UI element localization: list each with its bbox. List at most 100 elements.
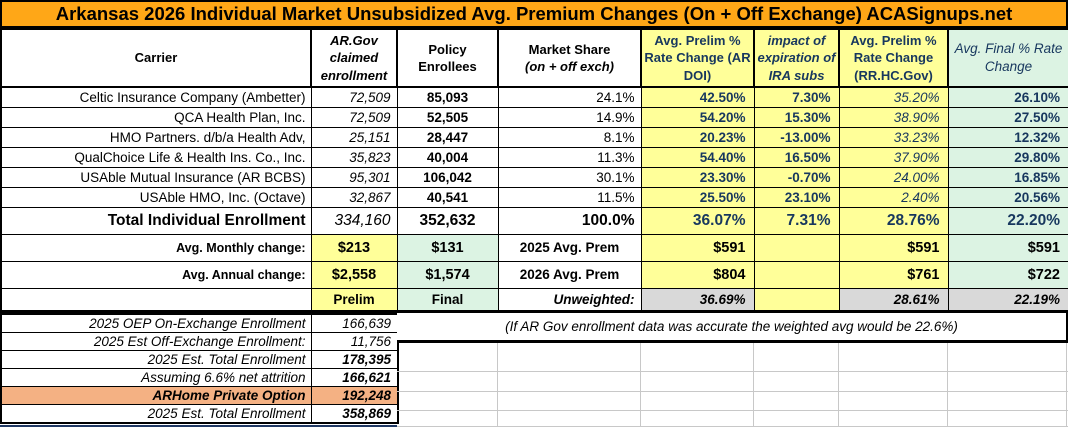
col-header-carrier: Carrier (0, 28, 312, 88)
carrier-row: Celtic Insurance Company (Ambetter) 72,5… (0, 86, 1068, 108)
col-header-ira-impact: impact of expiration of IRA subs (753, 28, 840, 88)
col-header-final-rate-change: Avg. Final % Rate Change (947, 28, 1068, 88)
carrier-row: QualChoice Life & Health Ins. Co., Inc. … (0, 146, 1068, 168)
gridline (397, 409, 1068, 411)
avg-prem-2025-label: 2025 Avg. Prem (497, 233, 642, 262)
monthly-change-label: Avg. Monthly change: (0, 233, 312, 262)
monthly-change-final: $131 (396, 233, 499, 262)
prelim-column-tag: Prelim (310, 287, 398, 313)
col-header-prelim-ardoi: Avg. Prelim % Rate Change (AR DOI) (640, 28, 755, 88)
avg-prem-2025-ardoi: $591 (640, 233, 755, 262)
bottom-section: 2025 OEP On-Exchange Enrollment 166,639 … (0, 312, 1068, 427)
carrier-name: HMO Partners. d/b/a Health Adv, (0, 126, 312, 148)
unweighted-label: Unweighted: (497, 287, 642, 313)
enrollment-label: 2025 Est. Total Enrollment (0, 403, 312, 423)
final-rate-change: 16.85% (947, 166, 1068, 188)
total-row: Total Individual Enrollment 334,160 352,… (0, 206, 1068, 235)
ira-impact: -13.00% (753, 126, 840, 148)
prelim-rate-ardoi: 42.50% (640, 86, 755, 108)
annual-change-label: Avg. Annual change: (0, 260, 312, 289)
footnote: (If AR Gov enrollment data was accurate … (397, 312, 1068, 343)
ira-impact: 7.30% (753, 86, 840, 108)
enrollment-detail-table: 2025 OEP On-Exchange Enrollment 166,639 … (0, 312, 399, 424)
carrier-name: USAble HMO, Inc. (Octave) (0, 186, 312, 208)
prelim-rate-ardoi: 20.23% (640, 126, 755, 148)
prelim-rate-rrhcgov: 24.00% (838, 166, 949, 188)
total-policy-enrollees: 352,632 (396, 206, 499, 235)
avg-prem-2026-label: 2026 Avg. Prem (497, 260, 642, 289)
avg-prem-2026-rrhcgov: $761 (838, 260, 949, 289)
policy-enrollees: 85,093 (396, 86, 499, 108)
total-market-share: 100.0% (497, 206, 642, 235)
prelim-rate-rrhcgov: 35.20% (838, 86, 949, 108)
market-share-label: Market Share (528, 41, 611, 57)
final-rate-change: 29.80% (947, 146, 1068, 168)
final-column-tag: Final (396, 287, 499, 313)
ira-impact: 23.10% (753, 186, 840, 208)
total-ira-impact: 7.31% (753, 206, 840, 235)
premium-change-table: Carrier AR.Gov claimed enrollment Policy… (0, 28, 1068, 313)
market-share: 8.1% (497, 126, 642, 148)
arhome-value: 192,248 (310, 385, 399, 405)
argov-enrollment: 95,301 (310, 166, 398, 188)
argov-enrollment: 25,151 (310, 126, 398, 148)
argov-enrollment: 32,867 (310, 186, 398, 208)
unweighted-rrhcgov: 28.61% (838, 287, 949, 313)
enrollment-row: 2025 Est. Total Enrollment 178,395 (0, 349, 399, 369)
avg-prem-2025-final: $591 (947, 233, 1068, 262)
arhome-label: ARHome Private Option (0, 385, 312, 405)
header-row: Carrier AR.Gov claimed enrollment Policy… (0, 28, 1068, 88)
empty-cell (753, 233, 840, 262)
ira-impact: -0.70% (753, 166, 840, 188)
annual-change-row: Avg. Annual change: $2,558 $1,574 2026 A… (0, 260, 1068, 289)
enrollment-value: 166,621 (310, 367, 399, 387)
carrier-name: QCA Health Plan, Inc. (0, 106, 312, 128)
total-label: Total Individual Enrollment (0, 206, 312, 235)
gridline (397, 425, 1068, 427)
enrollment-label: Assuming 6.6% net attrition (0, 367, 312, 387)
enrollment-value: 358,869 (310, 403, 399, 423)
ira-impact: 16.50% (753, 146, 840, 168)
unweighted-row: Prelim Final Unweighted: 36.69% 28.61% 2… (0, 287, 1068, 313)
arhome-row: ARHome Private Option 192,248 (0, 385, 399, 405)
prelim-rate-ardoi: 23.30% (640, 166, 755, 188)
gridline (640, 342, 641, 427)
prelim-rate-rrhcgov: 37.90% (838, 146, 949, 168)
avg-prem-2025-rrhcgov: $591 (838, 233, 949, 262)
carrier-row: QCA Health Plan, Inc. 72,509 52,505 14.9… (0, 106, 1068, 128)
market-share: 14.9% (497, 106, 642, 128)
final-rate-change: 20.56% (947, 186, 1068, 208)
total-prelim-rate-rrhcgov: 28.76% (838, 206, 949, 235)
enrollment-row: Assuming 6.6% net attrition 166,621 (0, 367, 399, 387)
final-rate-change: 12.32% (947, 126, 1068, 148)
policy-enrollees: 28,447 (396, 126, 499, 148)
market-share: 30.1% (497, 166, 642, 188)
prelim-rate-ardoi: 25.50% (640, 186, 755, 208)
argov-enrollment: 72,509 (310, 106, 398, 128)
empty-cell (0, 287, 312, 313)
ira-impact: 15.30% (753, 106, 840, 128)
avg-prem-2026-ardoi: $804 (640, 260, 755, 289)
col-header-policy-enrollees: Policy Enrollees (396, 28, 499, 88)
final-rate-change: 27.50% (947, 106, 1068, 128)
enrollment-row: 2025 Est. Total Enrollment 358,869 (0, 403, 399, 423)
carrier-row: USAble Mutual Insurance (AR BCBS) 95,301… (0, 166, 1068, 188)
enrollment-label: 2025 Est Off-Exchange Enrollment: (0, 331, 312, 351)
prelim-rate-rrhcgov: 38.90% (838, 106, 949, 128)
total-argov-enrollment: 334,160 (310, 206, 398, 235)
carrier-row: HMO Partners. d/b/a Health Adv, 25,151 2… (0, 126, 1068, 148)
enrollment-row: 2025 OEP On-Exchange Enrollment 166,639 (0, 313, 399, 333)
carrier-name: QualChoice Life & Health Ins. Co., Inc. (0, 146, 312, 168)
gridline (497, 342, 498, 427)
next-row-edge (0, 424, 397, 427)
policy-enrollees: 40,541 (396, 186, 499, 208)
empty-cell (753, 260, 840, 289)
col-header-market-share: Market Share (on + off exch) (497, 28, 642, 88)
enrollment-value: 178,395 (310, 349, 399, 369)
prelim-rate-rrhcgov: 2.40% (838, 186, 949, 208)
policy-enrollees: 106,042 (396, 166, 499, 188)
enrollment-value: 11,756 (310, 331, 399, 351)
enrollment-label: 2025 OEP On-Exchange Enrollment (0, 313, 312, 333)
gridline (397, 370, 1068, 372)
